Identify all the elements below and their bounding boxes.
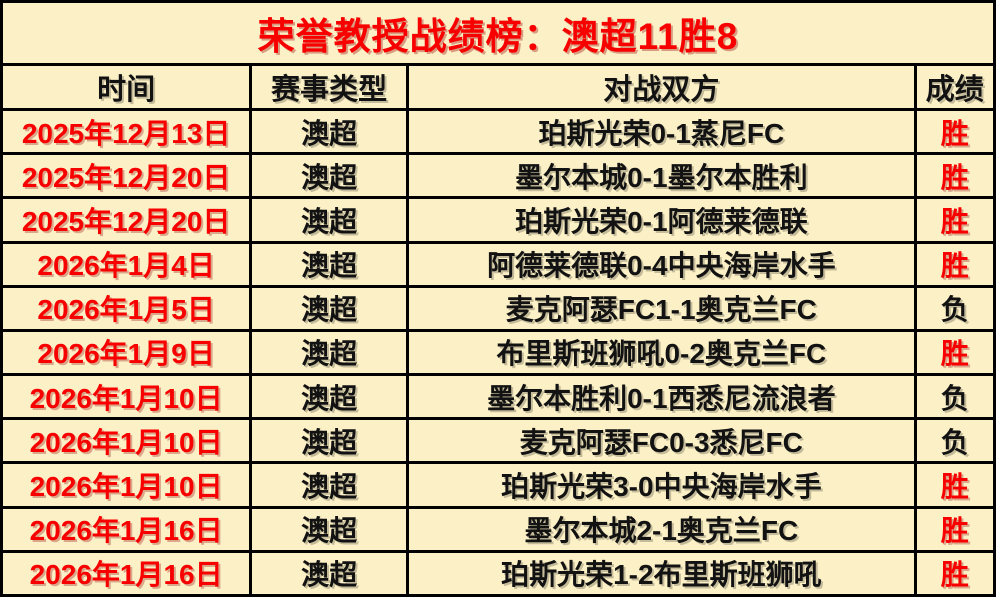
date-cell: 2026年1月5日 xyxy=(0,284,253,332)
league-cell: 澳超 xyxy=(249,107,410,156)
date-cell: 2026年1月16日 xyxy=(0,505,253,553)
match-cell: 麦克阿瑟FC1-1奥克兰FC xyxy=(406,284,917,332)
result-cell: 负 xyxy=(913,373,996,421)
result-cell: 胜 xyxy=(913,196,996,244)
table-row: 2026年1月4日 澳超 阿德莱德联0-4中央海岸水手 胜 xyxy=(0,240,996,288)
league-cell: 澳超 xyxy=(249,284,410,332)
column-header-league: 赛事类型 xyxy=(249,63,410,111)
result-cell: 负 xyxy=(913,284,996,332)
league-cell: 澳超 xyxy=(249,373,410,421)
table-row: 2026年1月10日 澳超 麦克阿瑟FC0-3悉尼FC 负 xyxy=(0,417,996,465)
match-cell: 珀斯光荣0-1蒸尼FC xyxy=(406,107,917,156)
table-row: 2026年1月5日 澳超 麦克阿瑟FC1-1奥克兰FC 负 xyxy=(0,284,996,332)
table-row: 2026年1月16日 澳超 珀斯光荣1-2布里斯班狮吼 胜 xyxy=(0,549,996,597)
league-cell: 澳超 xyxy=(249,505,410,553)
result-cell: 胜 xyxy=(913,107,996,156)
date-cell: 2026年1月16日 xyxy=(0,549,253,597)
table-row: 2026年1月10日 澳超 珀斯光荣3-0中央海岸水手 胜 xyxy=(0,461,996,509)
date-cell: 2026年1月10日 xyxy=(0,461,253,509)
match-cell: 墨尔本城2-1奥克兰FC xyxy=(406,505,917,553)
table-row: 2025年12月20日 澳超 珀斯光荣0-1阿德莱德联 胜 xyxy=(0,196,996,244)
table-row: 2025年12月20日 澳超 墨尔本城0-1墨尔本胜利 胜 xyxy=(0,152,996,200)
date-cell: 2026年1月10日 xyxy=(0,373,253,421)
date-cell: 2026年1月10日 xyxy=(0,417,253,465)
match-cell: 墨尔本城0-1墨尔本胜利 xyxy=(406,152,917,200)
league-cell: 澳超 xyxy=(249,240,410,288)
match-cell: 珀斯光荣1-2布里斯班狮吼 xyxy=(406,549,917,597)
result-cell: 胜 xyxy=(913,505,996,553)
table-row: 2025年12月13日 澳超 珀斯光荣0-1蒸尼FC 胜 xyxy=(0,107,996,156)
league-cell: 澳超 xyxy=(249,417,410,465)
league-cell: 澳超 xyxy=(249,152,410,200)
league-cell: 澳超 xyxy=(249,549,410,597)
match-cell: 麦克阿瑟FC0-3悉尼FC xyxy=(406,417,917,465)
result-cell: 胜 xyxy=(913,461,996,509)
date-cell: 2025年12月20日 xyxy=(0,152,253,200)
result-cell: 胜 xyxy=(913,152,996,200)
column-header-date: 时间 xyxy=(0,63,253,111)
page-title: 荣誉教授战绩榜：澳超11胜8 xyxy=(0,0,996,66)
column-header-result: 成绩 xyxy=(913,63,996,111)
date-cell: 2026年1月4日 xyxy=(0,240,253,288)
match-cell: 布里斯班狮吼0-2奥克兰FC xyxy=(406,328,917,377)
match-cell: 珀斯光荣0-1阿德莱德联 xyxy=(406,196,917,244)
league-cell: 澳超 xyxy=(249,196,410,244)
league-cell: 澳超 xyxy=(249,461,410,509)
date-cell: 2025年12月13日 xyxy=(0,107,253,156)
date-cell: 2026年1月9日 xyxy=(0,328,253,377)
table-row: 2026年1月9日 澳超 布里斯班狮吼0-2奥克兰FC 胜 xyxy=(0,328,996,377)
match-cell: 墨尔本胜利0-1西悉尼流浪者 xyxy=(406,373,917,421)
match-cell: 珀斯光荣3-0中央海岸水手 xyxy=(406,461,917,509)
title-row: 荣誉教授战绩榜：澳超11胜8 xyxy=(0,0,996,66)
date-cell: 2025年12月20日 xyxy=(0,196,253,244)
result-cell: 负 xyxy=(913,417,996,465)
column-header-match: 对战双方 xyxy=(406,63,917,111)
header-row: 时间 赛事类型 对战双方 成绩 xyxy=(0,63,996,111)
result-cell: 胜 xyxy=(913,549,996,597)
result-cell: 胜 xyxy=(913,240,996,288)
table-row: 2026年1月16日 澳超 墨尔本城2-1奥克兰FC 胜 xyxy=(0,505,996,553)
result-cell: 胜 xyxy=(913,328,996,377)
table-row: 2026年1月10日 澳超 墨尔本胜利0-1西悉尼流浪者 负 xyxy=(0,373,996,421)
match-cell: 阿德莱德联0-4中央海岸水手 xyxy=(406,240,917,288)
league-cell: 澳超 xyxy=(249,328,410,377)
